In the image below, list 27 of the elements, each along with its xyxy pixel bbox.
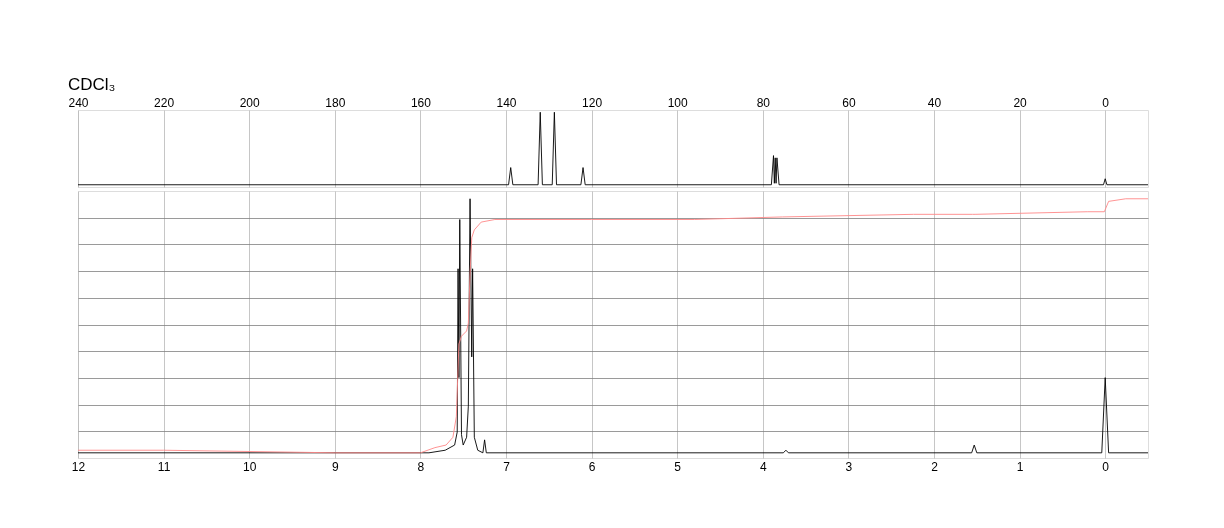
- x-tick-label: 160: [410, 95, 432, 110]
- x-tick-label: 10: [243, 459, 257, 474]
- x-tick-label: 40: [927, 95, 942, 110]
- x-tick-label: 9: [331, 459, 339, 474]
- x-tick-label: 200: [239, 95, 261, 110]
- x-tick-label: 60: [842, 95, 856, 110]
- x-tick-label: 100: [667, 95, 689, 110]
- x-tick-label: 0: [1102, 459, 1110, 474]
- x-tick-label: 0: [1102, 95, 1110, 110]
- x-tick-label: 2: [931, 459, 939, 474]
- x-tick-label: 120: [582, 95, 603, 110]
- x-tick-label: 6: [588, 459, 596, 474]
- x-tick-label: 8: [417, 459, 425, 474]
- x-tick-label: 240: [68, 95, 89, 110]
- x-tick-label: 5: [674, 459, 682, 474]
- x-tick-label: 3: [845, 459, 853, 474]
- x-tick-label: 180: [325, 95, 346, 110]
- x-tick-label: 80: [756, 95, 771, 110]
- x-tick-label: 12: [71, 459, 86, 474]
- x-tick-label: 220: [154, 95, 175, 110]
- x-tick-label: 7: [503, 459, 511, 474]
- x-tick-label: 20: [1013, 95, 1028, 110]
- x-tick-label: 140: [496, 95, 517, 110]
- chart-title: CDCl₃: [67, 75, 116, 94]
- x-tick-label: 11: [157, 459, 171, 474]
- x-tick-label: 4: [759, 459, 767, 474]
- x-tick-label: 1: [1016, 459, 1024, 474]
